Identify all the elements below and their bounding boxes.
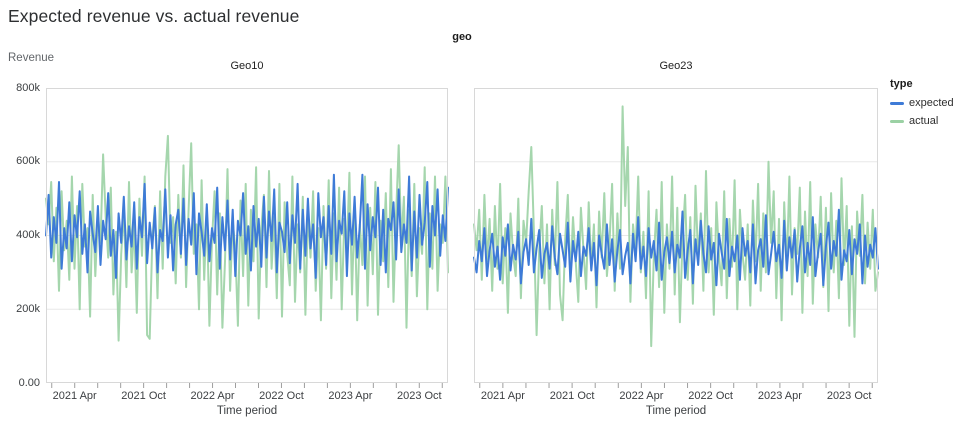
facet-field-label: geo [452,31,472,43]
actual-line-swatch-icon [890,119,904,123]
x-tick-label: 2022 Oct [259,390,304,402]
series-line-expected[interactable] [473,208,879,287]
plot-area-geo10 [45,88,449,388]
facet-title-geo10: Geo10 [230,60,264,72]
y-tick-label: 800k [16,81,40,94]
x-axis-tick-labels: 2021 Apr 2021 Oct 2022 Apr 2022 Oct 2023 Apr… [46,390,448,404]
series-line-expected[interactable] [45,173,449,279]
x-tick-label: 2022 Apr [190,390,235,402]
y-tick-label: 200k [16,302,40,315]
x-tick-label: 2023 Apr [757,390,802,402]
expected-line-swatch-icon [890,101,904,105]
y-axis-tick-labels: 800k 600k 400k 200k 0.00 [0,0,40,424]
chart-panel-geo10[interactable]: 2021 Apr 2021 Oct 2022 Apr 2022 Oct 2023 Apr… [45,88,449,402]
y-tick-label: 400k [16,229,40,241]
legend-item-expected[interactable]: expected [890,97,956,109]
x-tick-label: 2023 Oct [826,390,872,402]
facet-title-geo23: Geo23 [659,60,693,72]
x-tick-label: 2021 Oct [121,390,166,402]
page-title: Expected revenue vs. actual revenue [8,6,300,26]
legend: type expected actual [890,78,956,133]
x-tick-label: 2022 Oct [688,390,733,402]
x-axis-tick-labels: 2021 Apr 2021 Oct 2022 Apr 2022 Oct 2023 Apr… [474,390,878,404]
y-tick-label: 600k [16,155,40,168]
chart-panel-geo23[interactable]: 2021 Apr 2021 Oct 2022 Apr 2022 Oct 2023 Apr… [473,88,879,402]
x-tick-label: 2023 Oct [396,390,442,402]
x-tick-label: 2021 Apr [52,390,97,402]
series-line-actual[interactable] [473,105,879,348]
legend-title: type [890,78,913,90]
x-axis-title-geo10: Time period [216,405,278,417]
x-tick-label: 2021 Oct [549,390,595,402]
legend-item-actual[interactable]: actual [890,115,956,127]
plot-area-geo23 [473,88,879,388]
panel-border [46,88,448,383]
panel-border [474,88,878,383]
y-axis-title: Revenue [8,52,55,64]
x-tick-label: 2023 Apr [328,390,373,402]
x-tick-label: 2022 Apr [619,390,664,402]
x-tick-label: 2021 Apr [480,390,525,402]
x-axis-title-geo23: Time period [645,405,707,417]
y-tick-label: 0.00 [18,376,40,389]
